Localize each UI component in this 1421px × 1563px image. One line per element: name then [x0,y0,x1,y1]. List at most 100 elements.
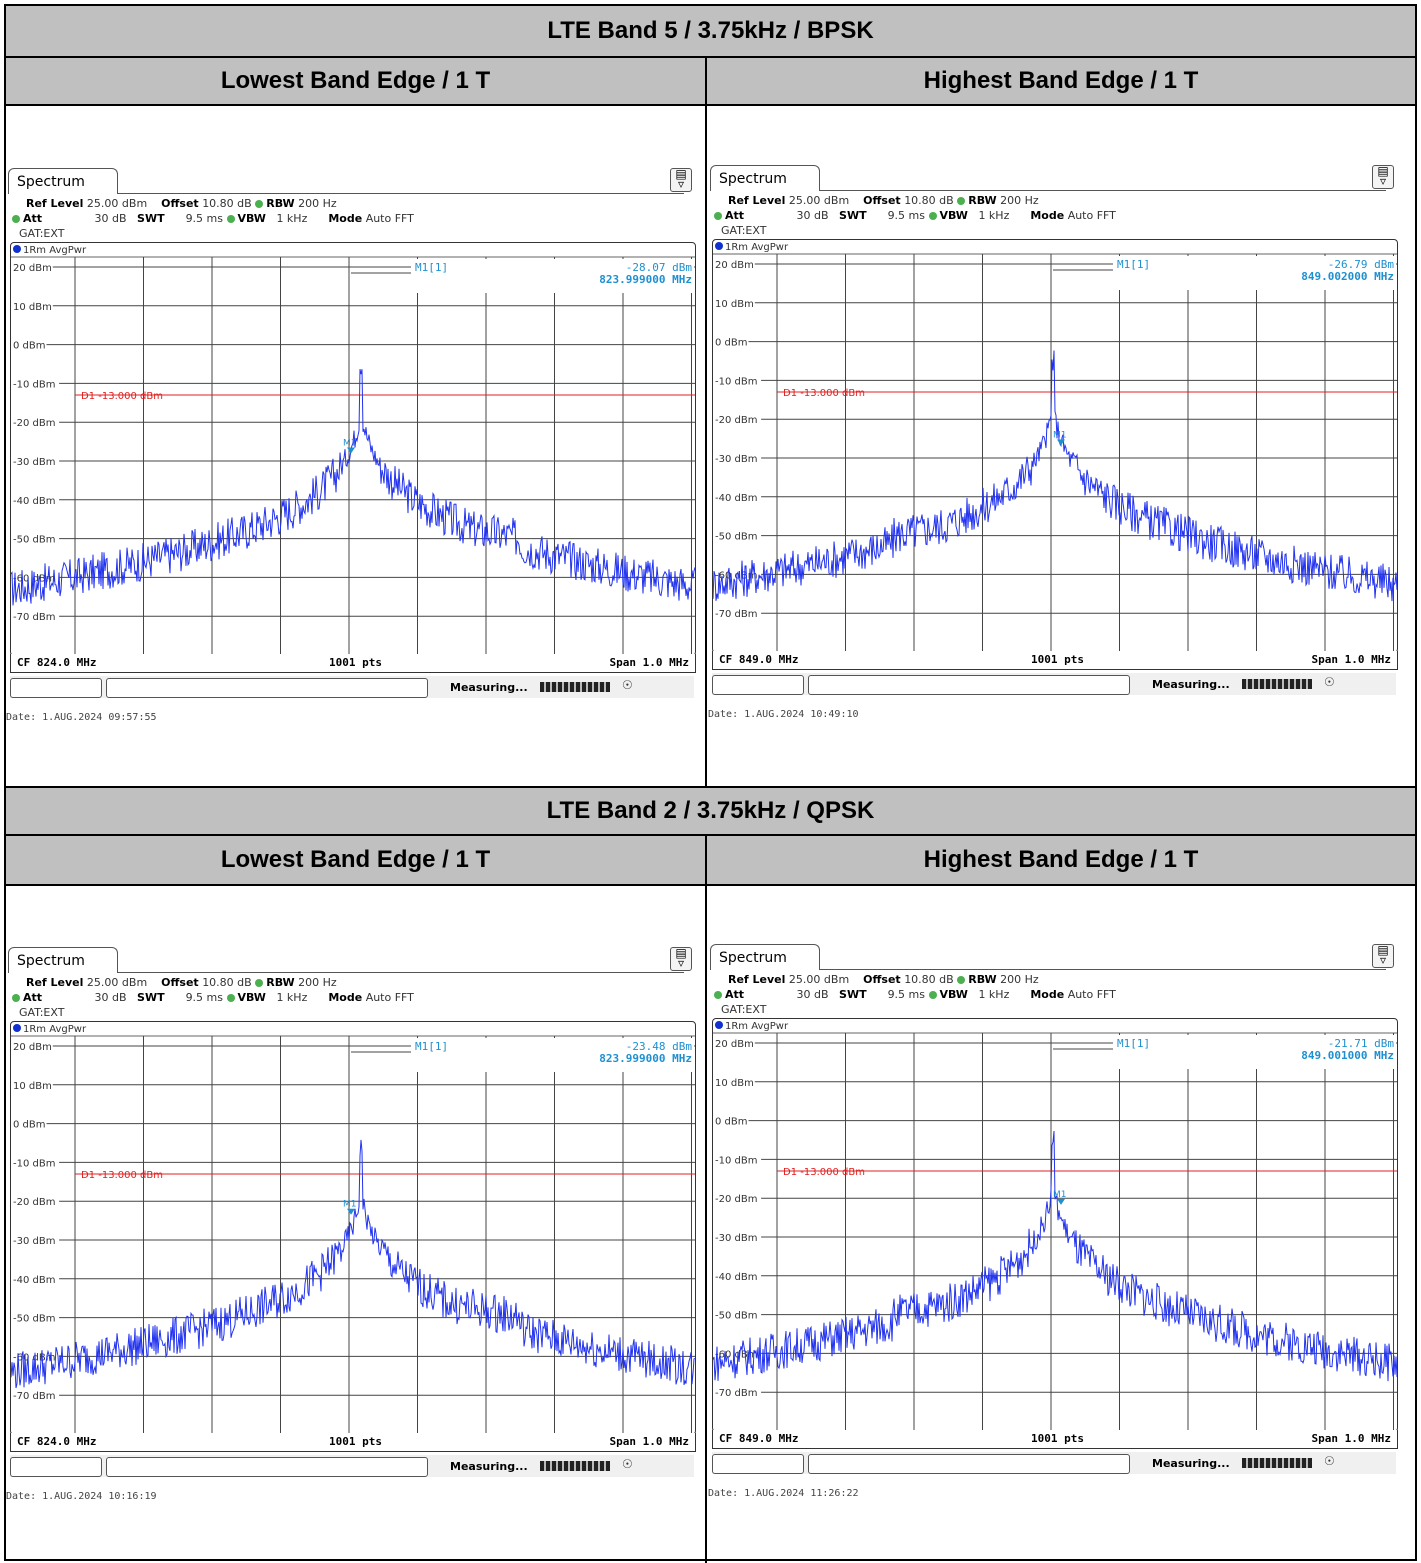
column-header: Lowest Band Edge / 1 T [6,836,705,884]
y-tick-label: -10 dBm [13,1158,55,1169]
status-bar: Measuring... ☉ [10,1455,694,1477]
measurement-settings: Ref Level 25.00 dBm Offset 10.80 dB RBW … [12,196,414,241]
menu-dropdown-icon[interactable]: ▤ ▿ [1372,165,1394,189]
span-value: Span 1.0 MHz [1311,1432,1391,1445]
spectrum-trace [713,1130,1397,1382]
marker-icon[interactable] [347,447,355,454]
y-tick-label: 0 dBm [715,338,748,349]
spectrum-trace [11,369,695,606]
tab-spectrum[interactable]: Spectrum [8,947,118,973]
spectrum-trace [11,1139,695,1389]
span-value: Span 1.0 MHz [609,1435,689,1448]
spectrum-trace [713,350,1397,602]
tab-spectrum[interactable]: Spectrum [710,165,820,191]
y-tick-label: -40 dBm [13,1275,55,1286]
measuring-status: Measuring... [1152,678,1230,691]
remote-status-icon: ☉ [1324,1454,1335,1468]
status-dot-icon [714,212,722,220]
y-tick-label: 10 dBm [715,299,754,310]
menu-dropdown-icon[interactable]: ▤ ▿ [670,168,692,192]
status-dot-icon [255,200,264,208]
gate-indicator: GAT:EXT [19,1006,65,1019]
section-title: LTE Band 2 / 3.75kHz / QPSK [6,788,1415,834]
status-message-field[interactable] [106,678,428,698]
y-tick-label: -30 dBm [13,1236,55,1247]
tab-spectrum[interactable]: Spectrum [710,944,820,970]
center-frequency: CF 849.0 MHz [719,653,799,666]
y-tick-label: 0 dBm [13,341,46,352]
status-field[interactable] [10,1457,102,1477]
y-tick-label: 10 dBm [715,1078,754,1089]
y-tick-label: -60 dBm [715,1349,757,1360]
y-tick-label: -20 dBm [715,415,757,426]
y-tick-label: 10 dBm [13,302,52,313]
y-tick-label: -40 dBm [715,493,757,504]
points-count: 1001 pts [329,1435,382,1448]
center-frequency: CF 849.0 MHz [719,1432,799,1445]
measurement-settings: Ref Level 25.00 dBm Offset 10.80 dB RBW … [12,975,414,1020]
trace-indicator-icon [715,242,723,250]
measurement-settings: Ref Level 25.00 dBm Offset 10.80 dB RBW … [714,193,1116,238]
marker-icon[interactable] [1057,439,1065,446]
results-table: LTE Band 5 / 3.75kHz / BPSK Lowest Band … [4,4,1417,1563]
center-frequency: CF 824.0 MHz [17,656,97,669]
status-dot-icon [12,994,20,1002]
marker-label: M1[1] [1117,1037,1150,1050]
status-dot-icon [255,979,264,987]
menu-dropdown-icon[interactable]: ▤ ▿ [670,947,692,971]
status-message-field[interactable] [106,1457,428,1477]
remote-status-icon: ☉ [622,678,633,692]
svg-text:M1: M1 [1053,1190,1067,1200]
y-tick-label: -60 dBm [715,570,757,581]
y-tick-label: 20 dBm [13,1042,52,1053]
marker-value: -26.79 dBm [1328,258,1395,271]
marker-value: -28.07 dBm [626,261,693,274]
marker-label: M1[1] [415,261,448,274]
y-tick-label: -20 dBm [13,1197,55,1208]
tab-spectrum[interactable]: Spectrum [8,168,118,194]
status-message-field[interactable] [808,1454,1130,1474]
column-header: Highest Band Edge / 1 T [707,58,1415,104]
capture-date: Date: 1.AUG.2024 11:26:22 [708,1488,859,1499]
center-frequency: CF 824.0 MHz [17,1435,97,1448]
status-dot-icon [226,994,235,1002]
spectrum-plot: 1Rm AvgPwr 20 dBm 10 dBm 0 dBm -10 dBm -20 dB… [712,1018,1398,1432]
marker-value: -21.71 dBm [1328,1037,1395,1050]
y-tick-label: -40 dBm [715,1272,757,1283]
y-tick-label: 0 dBm [715,1117,748,1128]
section-title: LTE Band 5 / 3.75kHz / BPSK [6,6,1415,56]
status-field[interactable] [712,675,804,695]
menu-dropdown-icon[interactable]: ▤ ▿ [1372,944,1394,968]
status-field[interactable] [712,1454,804,1474]
y-tick-label: -50 dBm [715,1311,757,1322]
limit-label: D1 -13.000 dBm [783,388,865,399]
y-tick-label: -40 dBm [13,496,55,507]
y-tick-label: -50 dBm [715,532,757,543]
status-dot-icon [714,991,722,999]
marker-frequency: 823.999000 MHz [599,273,692,286]
points-count: 1001 pts [329,656,382,669]
marker-icon[interactable] [1057,1198,1065,1205]
gate-indicator: GAT:EXT [721,1003,767,1016]
y-tick-label: -60 dBm [13,1352,55,1363]
points-count: 1001 pts [1031,1432,1084,1445]
svg-text:M1: M1 [1053,431,1067,441]
marker-label: M1[1] [415,1040,448,1053]
measuring-status: Measuring... [1152,1457,1230,1470]
status-dot-icon [957,976,966,984]
trace-label: 1Rm AvgPwr [725,1021,789,1032]
y-tick-label: -20 dBm [715,1194,757,1205]
spectrum-panel: Spectrum ▤ ▿ Ref Level 25.00 dBm Offset 1… [6,166,696,726]
measurement-settings: Ref Level 25.00 dBm Offset 10.80 dB RBW … [714,972,1116,1017]
measuring-status: Measuring... [450,681,528,694]
y-tick-label: -70 dBm [715,1388,757,1399]
trace-label: 1Rm AvgPwr [23,1024,87,1035]
gate-indicator: GAT:EXT [19,227,65,240]
trace-label: 1Rm AvgPwr [725,242,789,253]
marker-icon[interactable] [347,1208,355,1215]
capture-date: Date: 1.AUG.2024 09:57:55 [6,712,157,723]
remote-status-icon: ☉ [622,1457,633,1471]
plot-footer: CF 824.0 MHz 1001 pts Span 1.0 MHz [10,654,696,673]
status-message-field[interactable] [808,675,1130,695]
status-field[interactable] [10,678,102,698]
